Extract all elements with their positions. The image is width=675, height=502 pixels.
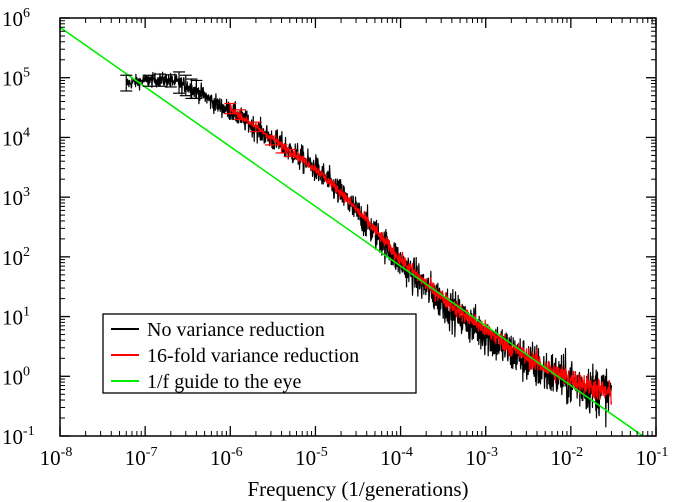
error-bar <box>275 144 288 154</box>
error-bar <box>249 121 262 133</box>
error-bar <box>264 135 277 146</box>
series-line-3 <box>60 26 644 436</box>
x-tick-exponent: -3 <box>486 445 498 460</box>
y-tick-label: 10-1 <box>2 424 35 449</box>
plot-frame <box>59 17 657 437</box>
x-tick-label: 10-7 <box>125 445 158 470</box>
y-tick-base: 10 <box>2 7 23 31</box>
y-tick-base: 10 <box>2 425 23 449</box>
y-tick-base: 10 <box>2 365 23 389</box>
legend-box <box>102 313 417 394</box>
legend-label: 1/f guide to the eye <box>147 371 302 393</box>
y-tick-label: 101 <box>2 305 30 330</box>
error-bars <box>120 71 296 158</box>
y-tick-label: 103 <box>2 185 30 210</box>
legend-entry: 1/f guide to the eye <box>111 371 302 393</box>
x-tick-exponent: -5 <box>316 445 328 460</box>
y-tick-base: 10 <box>2 306 23 330</box>
error-bar <box>233 109 246 121</box>
x-tick-label: 10-8 <box>40 445 73 470</box>
y-tick-base: 10 <box>2 67 23 91</box>
x-tick-exponent: -8 <box>61 445 73 460</box>
x-tick-exponent: -7 <box>146 445 158 460</box>
y-tick-label: 105 <box>2 66 30 91</box>
y-tick-exponent: 3 <box>23 185 30 200</box>
y-tick-label: 104 <box>2 125 30 150</box>
x-tick-base: 10 <box>380 446 401 470</box>
series-line-2 <box>229 104 613 405</box>
x-tick-base: 10 <box>636 446 657 470</box>
x-tick-label: 10-2 <box>551 445 584 470</box>
x-axis: 10-8 10-7 10-6 10-5 10-4 10-3 10-2 10-1 <box>40 18 669 470</box>
y-tick-exponent: 4 <box>23 125 30 140</box>
y-tick-base: 10 <box>2 126 23 150</box>
legend-label: 16-fold variance reduction <box>147 345 359 367</box>
x-tick-exponent: -1 <box>657 445 669 460</box>
x-tick-base: 10 <box>295 446 316 470</box>
error-bar <box>283 148 296 158</box>
x-tick-base: 10 <box>40 446 61 470</box>
x-tick-exponent: -2 <box>572 445 584 460</box>
x-tick-label: 10-1 <box>636 445 669 470</box>
y-tick-exponent: -1 <box>23 424 35 439</box>
x-tick-label: 10-6 <box>210 445 243 470</box>
error-bar <box>154 73 167 87</box>
legend: No variance reduction 16-fold variance re… <box>102 313 417 394</box>
x-tick-base: 10 <box>210 446 231 470</box>
x-tick-label: 10-3 <box>465 445 498 470</box>
y-tick-base: 10 <box>2 246 23 270</box>
y-tick-label: 106 <box>2 6 30 31</box>
plot-lines <box>60 26 644 436</box>
x-tick-label: 10-5 <box>295 445 328 470</box>
y-tick-label: 100 <box>2 364 30 389</box>
legend-label: No variance reduction <box>147 319 325 341</box>
error-bar <box>120 74 133 92</box>
y-tick-exponent: 2 <box>23 245 30 260</box>
x-tick-base: 10 <box>551 446 572 470</box>
x-tick-label: 10-4 <box>380 445 413 470</box>
error-bar <box>224 102 237 115</box>
y-tick-label: 102 <box>2 245 30 270</box>
error-bar <box>142 74 155 87</box>
y-tick-base: 10 <box>2 186 23 210</box>
y-tick-exponent: 1 <box>23 305 30 320</box>
y-tick-exponent: 0 <box>23 364 30 379</box>
x-tick-base: 10 <box>465 446 486 470</box>
x-tick-base: 10 <box>125 446 146 470</box>
y-tick-exponent: 6 <box>23 6 30 21</box>
error-bar <box>173 71 186 94</box>
error-bar <box>164 74 177 88</box>
legend-entry: No variance reduction <box>111 319 325 341</box>
legend-entry: 16-fold variance reduction <box>111 345 359 367</box>
x-axis-title: Frequency (1/generations) <box>247 477 468 501</box>
x-tick-exponent: -6 <box>231 445 243 460</box>
y-tick-exponent: 5 <box>23 66 30 81</box>
error-bar <box>190 79 203 100</box>
x-tick-exponent: -4 <box>401 445 413 460</box>
